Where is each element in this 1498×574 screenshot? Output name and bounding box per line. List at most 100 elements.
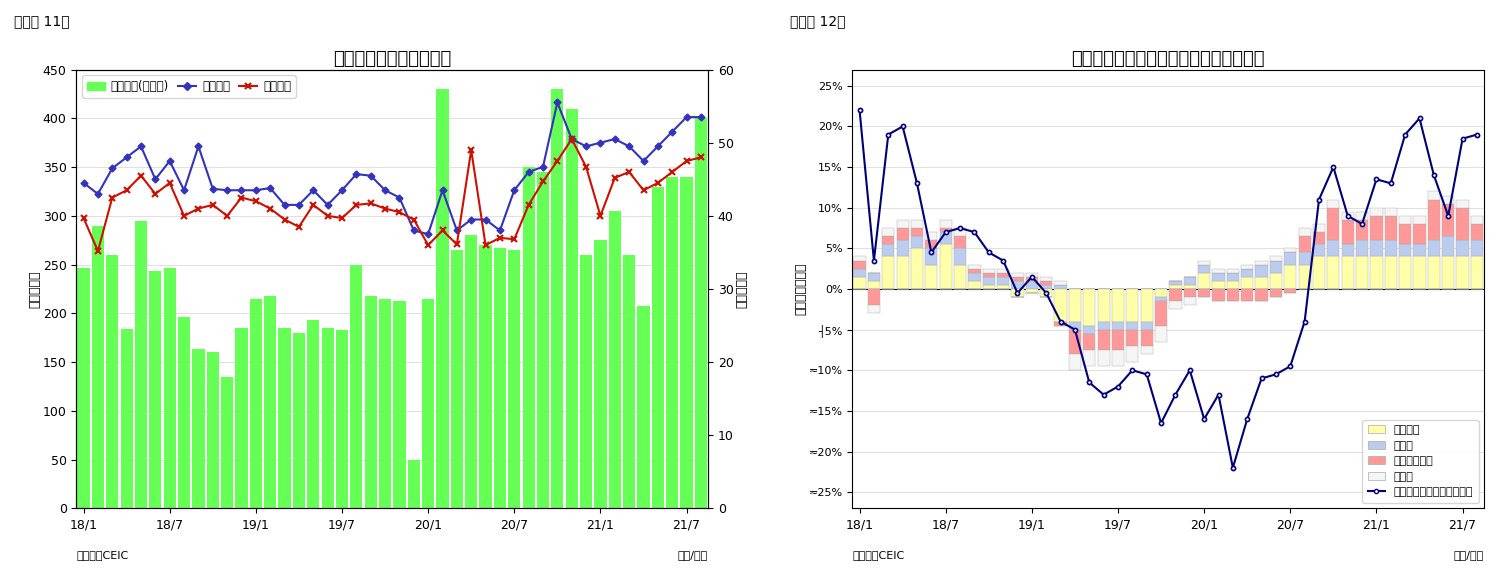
Bar	[1040, 277, 1052, 281]
Bar	[1040, 285, 1052, 289]
Bar	[1443, 257, 1455, 289]
Bar	[983, 269, 995, 273]
Bar	[150, 272, 162, 509]
Bar	[1126, 289, 1138, 321]
Bar	[896, 241, 909, 257]
Y-axis label: （億ドル）: （億ドル）	[736, 270, 748, 308]
Bar	[1299, 265, 1311, 289]
Bar	[954, 265, 966, 289]
Bar	[1098, 321, 1110, 329]
Bar	[1198, 289, 1210, 297]
Bar	[1155, 325, 1167, 342]
Bar	[91, 226, 103, 509]
Bar	[1255, 277, 1267, 289]
Bar	[926, 265, 938, 289]
Bar	[1112, 321, 1124, 329]
Bar	[968, 273, 981, 281]
Bar	[1384, 241, 1398, 257]
Bar	[954, 236, 966, 249]
Bar	[1227, 281, 1239, 289]
Bar	[1155, 301, 1167, 325]
Bar	[1126, 346, 1138, 362]
Bar	[1327, 200, 1339, 208]
Bar	[1456, 257, 1468, 289]
Bar	[1371, 208, 1383, 216]
Bar	[1227, 269, 1239, 273]
Bar	[551, 89, 563, 509]
Bar	[106, 255, 118, 509]
Bar	[1242, 269, 1254, 277]
Bar	[1342, 212, 1354, 220]
Bar	[422, 298, 434, 509]
Bar	[1083, 350, 1095, 366]
Bar	[1270, 273, 1282, 289]
Bar	[896, 220, 909, 228]
Bar	[867, 289, 879, 305]
Bar	[250, 298, 262, 509]
Bar	[1312, 232, 1326, 245]
Bar	[1183, 297, 1195, 305]
Bar	[279, 328, 291, 509]
Bar	[1270, 289, 1282, 297]
Bar	[1198, 261, 1210, 265]
Bar	[1371, 257, 1383, 289]
Bar	[1011, 273, 1023, 277]
Bar	[1011, 289, 1023, 297]
Bar	[1242, 277, 1254, 289]
Bar	[1198, 265, 1210, 273]
Text: （図表 12）: （図表 12）	[789, 14, 845, 28]
Bar	[235, 328, 247, 509]
Bar	[896, 257, 909, 289]
Bar	[1212, 289, 1224, 301]
Bar	[1284, 265, 1296, 289]
Bar	[394, 301, 406, 509]
Bar	[983, 285, 995, 289]
Bar	[1456, 200, 1468, 208]
Bar	[1083, 289, 1095, 325]
Bar	[1399, 257, 1411, 289]
Bar	[968, 269, 981, 273]
Bar	[78, 267, 90, 509]
Bar	[264, 296, 276, 509]
Bar	[939, 220, 951, 228]
Bar	[1384, 208, 1398, 216]
Bar	[580, 255, 592, 509]
Bar	[1055, 321, 1067, 325]
Bar	[1371, 241, 1383, 257]
Bar	[1414, 257, 1426, 289]
Bar	[1140, 289, 1153, 321]
Bar	[968, 281, 981, 289]
Bar	[1183, 285, 1195, 289]
Bar	[1443, 236, 1455, 257]
Bar	[1170, 281, 1182, 285]
Bar	[1428, 200, 1440, 241]
Bar	[1170, 289, 1182, 301]
Bar	[451, 250, 463, 509]
Bar	[1443, 204, 1455, 236]
Bar	[854, 277, 866, 289]
Bar	[120, 329, 133, 509]
Bar	[479, 245, 491, 509]
Bar	[1255, 289, 1267, 301]
Bar	[207, 352, 219, 509]
Bar	[1327, 208, 1339, 241]
Bar	[1284, 249, 1296, 253]
Bar	[1342, 245, 1354, 257]
Bar	[867, 273, 879, 281]
Bar	[1471, 257, 1483, 289]
Bar	[1070, 321, 1082, 329]
Bar	[1055, 289, 1067, 321]
Bar	[695, 118, 707, 509]
Bar	[882, 228, 894, 236]
Bar	[1456, 241, 1468, 257]
Bar	[911, 220, 923, 228]
Bar	[1126, 321, 1138, 329]
Bar	[1183, 289, 1195, 297]
Bar	[867, 305, 879, 313]
Bar	[896, 228, 909, 241]
Bar	[1055, 281, 1067, 285]
Bar	[1312, 257, 1326, 289]
Text: （年/月）: （年/月）	[1455, 550, 1485, 560]
Bar	[1098, 329, 1110, 350]
Bar	[163, 267, 175, 509]
